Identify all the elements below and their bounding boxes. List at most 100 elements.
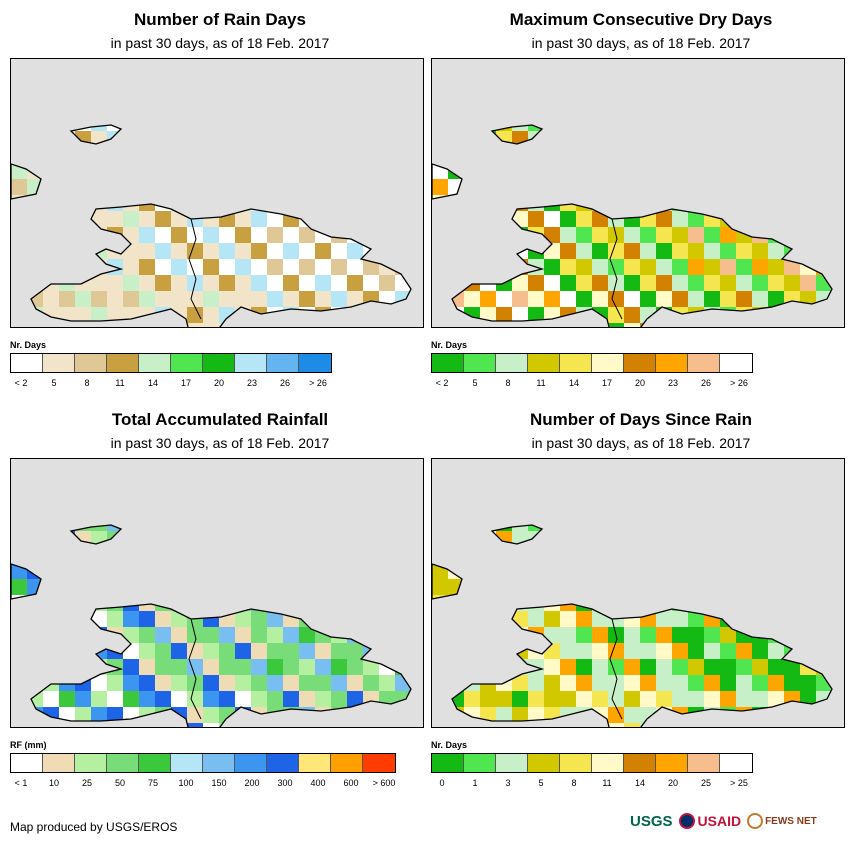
legend-swatch	[720, 354, 752, 372]
map-grid-cell	[43, 611, 59, 627]
map-grid-cell	[720, 179, 736, 195]
panel-title: Maximum Consecutive Dry Days	[509, 10, 773, 29]
map-grid-cell	[816, 595, 832, 611]
map-grid-cell	[107, 179, 123, 195]
map-grid-cell	[379, 563, 395, 579]
legend-swatch	[107, 754, 139, 772]
legend-label: 8	[571, 778, 577, 788]
map-grid-cell	[432, 525, 448, 531]
map-grid-cell	[235, 723, 251, 727]
map-grid-cell	[75, 195, 91, 211]
map-grid-cell	[784, 723, 800, 727]
map-grid-cell	[704, 643, 720, 659]
map-grid-cell	[432, 275, 448, 291]
map-grid-cell	[464, 563, 480, 579]
map-grid-cell	[480, 179, 496, 195]
map-grid-cell	[75, 291, 91, 307]
map-grid-cell	[720, 163, 736, 179]
map-grid-cell	[640, 531, 656, 547]
map-grid-cell	[75, 643, 91, 659]
map-grid-cell	[688, 563, 704, 579]
map-grid-cell	[800, 323, 816, 327]
legend-swatch	[592, 354, 624, 372]
map-grid-cell	[171, 675, 187, 691]
map-grid-cell	[347, 307, 363, 323]
map-grid-cell	[379, 179, 395, 195]
map-grid-cell	[267, 243, 283, 259]
map-grid-cell	[576, 723, 592, 727]
map-grid-cell	[395, 723, 411, 727]
map-grid-cell	[432, 707, 448, 723]
map-grid-cell	[27, 723, 43, 727]
map-grid-cell	[347, 531, 363, 547]
map-grid-cell	[512, 307, 528, 323]
map-grid-cell	[267, 525, 283, 531]
map-grid-cell	[672, 563, 688, 579]
map-grid-cell	[800, 547, 816, 563]
map-grid-cell	[411, 243, 423, 259]
map-grid-cell	[363, 675, 379, 691]
map-grid-cell	[832, 579, 844, 595]
map-grid-cell	[347, 147, 363, 163]
map-grid-cell	[123, 531, 139, 547]
map-grid-cell	[251, 323, 267, 327]
map-grid-cell	[768, 723, 784, 727]
map-grid-cell	[720, 627, 736, 643]
map-grid-cell	[27, 691, 43, 707]
legend-swatch	[464, 354, 496, 372]
usgs-logo: USGS	[630, 812, 673, 830]
fews-net-logo: FEWS NET	[747, 813, 817, 829]
map-grid-cell	[123, 211, 139, 227]
map-grid-cell	[768, 643, 784, 659]
map-grid-cell	[139, 659, 155, 675]
map-grid-cell	[736, 531, 752, 547]
map-grid-cell	[59, 259, 75, 275]
map-grid-cell	[464, 659, 480, 675]
map-grid-cell	[11, 579, 27, 595]
legend-label: 150	[211, 778, 227, 788]
map-grid-cell	[267, 547, 283, 563]
map-grid-cell	[496, 611, 512, 627]
map-grid-cell	[43, 291, 59, 307]
map-grid-cell	[576, 643, 592, 659]
map-grid-cell	[107, 563, 123, 579]
legend-label: 14	[147, 378, 158, 388]
map-grid-cell	[560, 259, 576, 275]
map-grid-cell	[624, 643, 640, 659]
map-grid-cell	[299, 259, 315, 275]
map-grid-cell	[283, 723, 299, 727]
map-grid-cell	[27, 307, 43, 323]
map-grid-cell	[379, 675, 395, 691]
legend-label: 14	[634, 778, 645, 788]
map-grid-cell	[560, 179, 576, 195]
map-grid-cell	[560, 227, 576, 243]
map-grid-cell	[59, 691, 75, 707]
map-grid-cell	[139, 243, 155, 259]
map-grid-cell	[11, 723, 27, 727]
map-grid-cell	[560, 595, 576, 611]
map-grid-cell	[171, 525, 187, 531]
map-grid-cell	[379, 131, 395, 147]
map-grid-cell	[203, 323, 219, 327]
map-grid-cell	[395, 547, 411, 563]
map-grid-cell	[832, 659, 844, 675]
map-grid-cell	[395, 595, 411, 611]
map-grid-cell	[560, 163, 576, 179]
map-grid-cell	[107, 147, 123, 163]
legend-label: 10	[48, 778, 59, 788]
map-grid-cell	[171, 595, 187, 611]
map-grid-cell	[267, 307, 283, 323]
legend-label: 26	[700, 378, 711, 388]
map-grid-cell	[155, 131, 171, 147]
map-grid-cell	[800, 531, 816, 547]
map-grid-cell	[331, 131, 347, 147]
map-grid-cell	[27, 243, 43, 259]
map-grid-cell	[331, 323, 347, 327]
map-grid-cell	[395, 563, 411, 579]
map-grid-cell	[672, 723, 688, 727]
map-grid-cell	[43, 131, 59, 147]
map-grid-cell	[800, 627, 816, 643]
map-grid-cell	[347, 163, 363, 179]
map-grid-cell	[768, 611, 784, 627]
map-grid-cell	[768, 691, 784, 707]
